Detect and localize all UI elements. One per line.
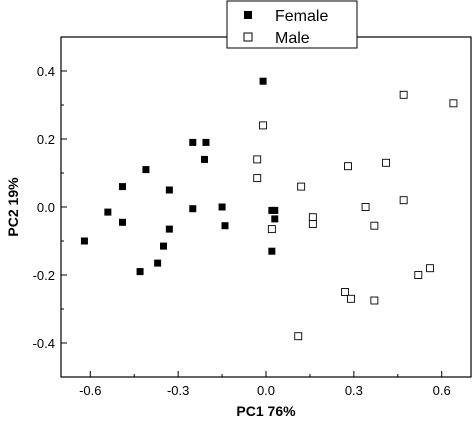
x-tick-label: -0.3 — [167, 383, 189, 398]
legend-male-label: Male — [275, 30, 310, 47]
point-female — [268, 247, 276, 255]
point-female — [136, 268, 144, 276]
point-female — [221, 222, 229, 230]
point-female — [119, 183, 126, 191]
point-male — [399, 196, 408, 205]
point-female — [165, 186, 173, 194]
point-male — [308, 220, 317, 228]
legend-box — [226, 0, 358, 49]
y-tick-label: -0.4 — [33, 336, 55, 351]
y-tick-label: -0.2 — [33, 268, 55, 283]
point-male — [253, 174, 262, 183]
x-axis-title: PC1 76% — [236, 403, 296, 419]
y-axis-title: PC2 19% — [5, 177, 21, 237]
point-female — [80, 237, 88, 245]
point-male — [399, 90, 408, 99]
y-axis-ticks: -0.4 -0.2 0.0 0.2 0.4 — [33, 64, 67, 351]
point-male — [414, 271, 423, 279]
y-tick-label: 0.4 — [37, 64, 55, 79]
x-tick-label: 0.0 — [257, 383, 275, 398]
point-female — [202, 138, 210, 146]
x-tick-label: -0.6 — [79, 383, 101, 398]
legend-female-marker — [244, 11, 252, 19]
point-male — [308, 213, 317, 222]
x-tick-label: 0.6 — [433, 383, 451, 398]
point-male — [370, 296, 379, 305]
point-male — [297, 182, 306, 191]
point-female — [271, 215, 279, 223]
point-male — [426, 264, 434, 273]
point-male — [370, 221, 379, 230]
point-male — [267, 225, 276, 234]
x-axis-ticks: -0.6 -0.3 0.0 0.3 0.6 — [79, 371, 451, 398]
plot-frame — [60, 36, 472, 378]
point-female — [154, 259, 162, 267]
point-female — [218, 203, 226, 211]
point-male — [253, 155, 262, 164]
point-female — [189, 205, 197, 213]
y-tick-label: 0.0 — [37, 200, 55, 215]
point-male — [449, 99, 458, 108]
x-tick-label: 0.3 — [345, 383, 363, 398]
point-female — [142, 166, 150, 174]
point-female — [201, 155, 208, 163]
legend-male-marker — [243, 32, 253, 42]
point-male — [294, 332, 303, 341]
point-male — [346, 294, 355, 303]
legend-female-label: Female — [275, 8, 328, 25]
data-points — [80, 77, 458, 341]
point-female — [259, 77, 267, 85]
y-tick-label: 0.2 — [37, 132, 55, 147]
point-male — [341, 288, 350, 296]
point-female — [119, 218, 126, 226]
point-female — [271, 206, 279, 214]
legend: Female Male — [226, 0, 358, 49]
point-male — [344, 162, 352, 171]
point-male — [361, 203, 370, 211]
point-female — [189, 138, 197, 146]
point-male — [259, 121, 268, 130]
point-male — [382, 158, 391, 167]
point-female — [165, 225, 173, 233]
point-female — [104, 208, 112, 216]
point-female — [160, 242, 167, 250]
